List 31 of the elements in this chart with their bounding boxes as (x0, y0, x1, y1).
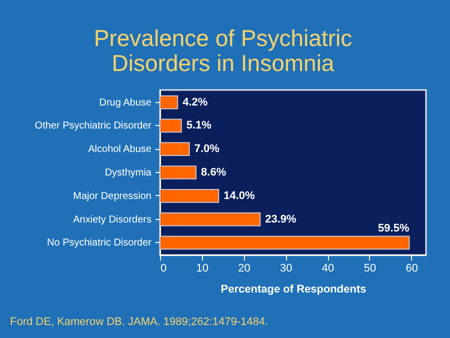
y-tick-label: Alcohol Abuse (88, 144, 152, 156)
x-tick-label: 10 (196, 262, 209, 274)
bar (160, 95, 178, 110)
x-axis-title: Percentage of Respondents (220, 284, 366, 296)
y-tick-label: No Psychiatric Disorder (47, 238, 152, 249)
bar (160, 118, 182, 133)
data-label: 7.0% (194, 143, 220, 156)
data-label: 8.6% (201, 166, 226, 178)
bar (160, 188, 220, 203)
y-tick-label: Anxiety Disorders (73, 214, 152, 226)
bar (160, 236, 410, 250)
y-tick-label: Major Depression (73, 190, 152, 202)
chart-title: Prevalence of Psychiatric Disorders in Insomnia (94, 25, 352, 76)
data-label: 4.2% (182, 96, 208, 108)
bar (160, 212, 261, 226)
x-tick-label: 50 (364, 262, 376, 274)
x-tick-label: 20 (238, 262, 250, 274)
bar (160, 142, 190, 156)
data-label: 59.5% (378, 222, 410, 235)
x-tick-label: 40 (322, 262, 334, 274)
x-tick-label: 60 (406, 262, 418, 274)
x-tick-label: 30 (280, 262, 292, 274)
data-label: 14.0% (224, 190, 256, 202)
y-tick-label: Other Psychiatric Disorder (34, 120, 152, 132)
data-label: 5.1% (186, 120, 212, 132)
text: Ford DE, Kamerow DB. JAMA. 1989;262:1479-1484. (10, 316, 268, 328)
y-tick-label: Dysthymia (104, 168, 152, 178)
data-label: 23.9% (265, 213, 297, 226)
y-tick-label: Drug Abuse (99, 97, 152, 108)
bar (160, 166, 197, 180)
x-tick-label: 0 (160, 262, 167, 274)
